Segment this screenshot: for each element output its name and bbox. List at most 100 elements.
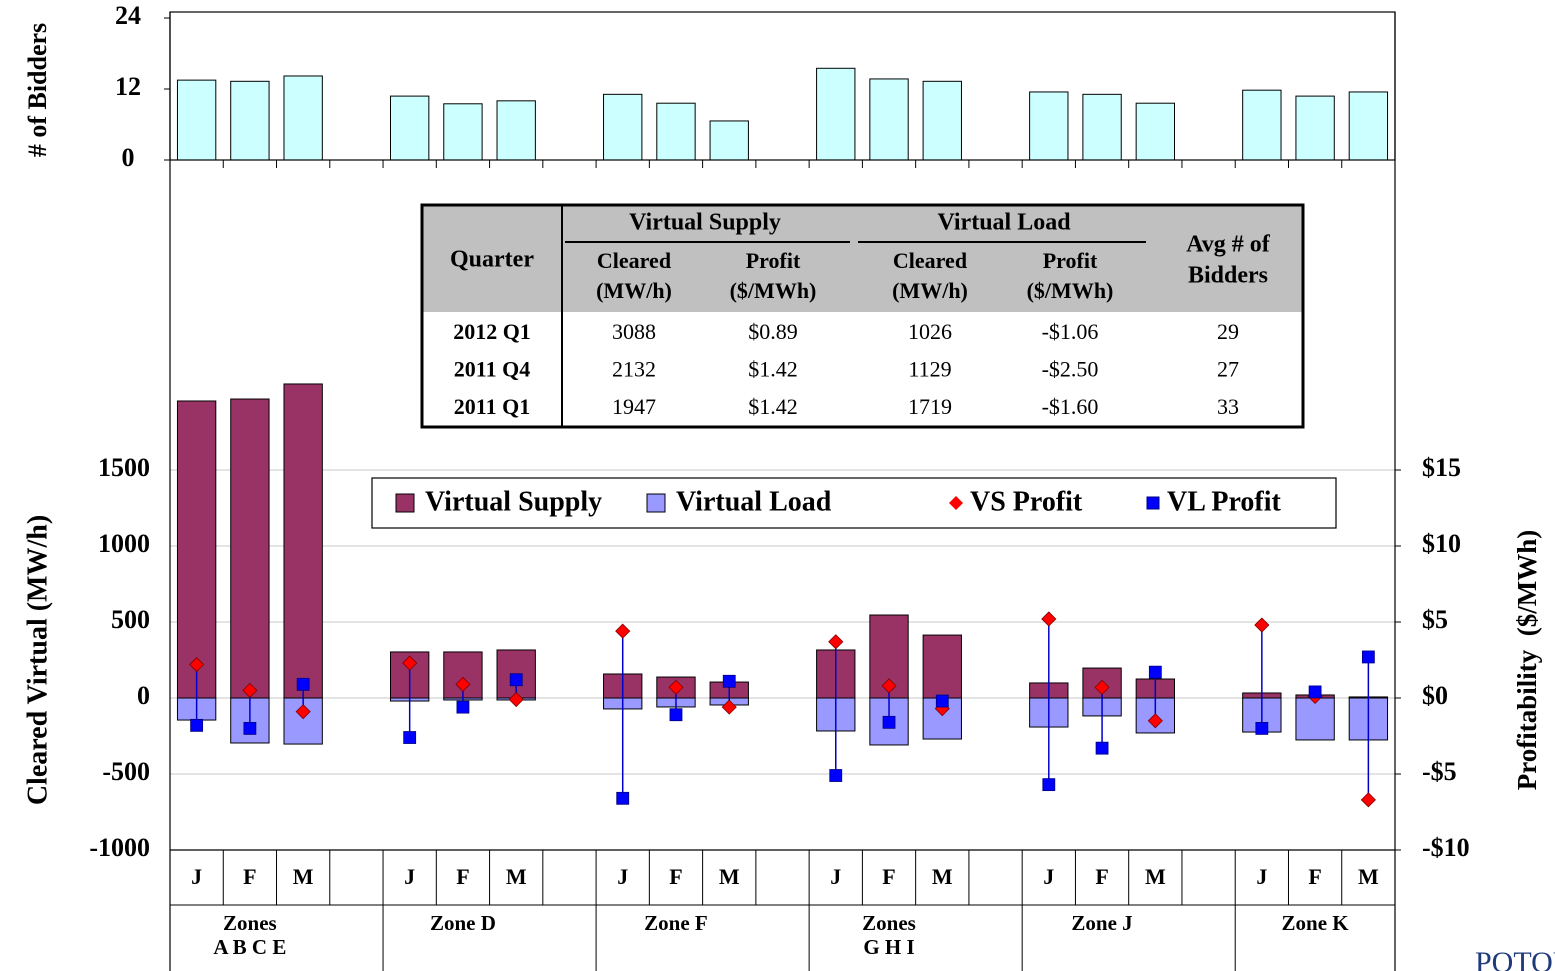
table-body-bg: [422, 312, 1303, 427]
vs-profit-marker: [455, 676, 471, 692]
y-tick-label: 1500: [98, 453, 150, 482]
bidder-bar: [869, 78, 909, 161]
month-label: F: [243, 864, 256, 889]
table-cell: -$2.50: [1042, 357, 1099, 382]
month-label: M: [293, 864, 314, 889]
vl-profit-marker: [296, 677, 310, 691]
table-column-header: Bidders: [1188, 263, 1268, 289]
month-label: J: [830, 864, 841, 889]
y2-tick-label: $5: [1422, 605, 1448, 634]
top-frame: [169, 11, 1396, 161]
bidder-bar: [709, 120, 749, 161]
y-tick-label: 12: [115, 72, 141, 101]
month-label: M: [1145, 864, 1166, 889]
table-cell: 1026: [908, 319, 952, 344]
month-label: J: [191, 864, 202, 889]
table-column-header: (MW/h): [596, 278, 672, 303]
table-column-header: Cleared: [893, 248, 967, 273]
bidder-bar: [230, 80, 270, 161]
legend-box: [371, 477, 1337, 529]
table-border: [420, 203, 1305, 429]
vl-profit-marker: [935, 694, 949, 708]
table-column-header: Profit: [1043, 248, 1098, 273]
month-label: M: [932, 864, 953, 889]
table-cell: 29: [1217, 319, 1239, 344]
table-column-header: (MW/h): [892, 278, 968, 303]
table-column-header: Cleared: [597, 248, 671, 273]
month-label: J: [1043, 864, 1054, 889]
cleared-bar: [176, 400, 217, 699]
table-cell: 3088: [612, 319, 656, 344]
month-label: M: [719, 864, 740, 889]
y2-tick-label: $15: [1422, 453, 1461, 482]
vl-profit-marker: [1255, 722, 1269, 735]
table-cell: 33: [1217, 394, 1239, 419]
y2-tick-label: $0: [1422, 681, 1448, 710]
vs-profit-marker: [1041, 611, 1057, 627]
vl-profit-marker: [1361, 650, 1375, 664]
vl-profit-marker: [669, 708, 683, 722]
month-label: F: [1308, 864, 1321, 889]
cleared-bar: [283, 383, 323, 699]
bidder-bar: [1242, 89, 1282, 161]
vs-profit-marker: [1147, 713, 1163, 729]
vs-profit-marker: [242, 682, 258, 698]
vs-profit-marker: [615, 623, 631, 639]
y-tick-label: -500: [102, 757, 150, 786]
table-cell: 2132: [612, 357, 656, 382]
legend-label: VS Profit: [970, 486, 1083, 517]
bidder-bar: [176, 79, 217, 161]
month-label: M: [506, 864, 527, 889]
table-column-header: ($/MWh): [1027, 278, 1114, 303]
bidder-bar: [1348, 91, 1389, 161]
vs-profit-marker: [1094, 679, 1110, 695]
month-label: F: [669, 864, 682, 889]
table-cell: 1947: [612, 394, 656, 419]
vl-profit-marker: [243, 722, 257, 735]
vs-profit-marker: [721, 699, 737, 715]
y2-tick-label: -$10: [1422, 833, 1470, 862]
vl-profit-marker: [882, 715, 896, 729]
vl-profit-marker: [1308, 685, 1322, 699]
vs-profit-marker: [189, 656, 205, 673]
group-label: Zones: [862, 911, 916, 935]
table-cell: -$1.06: [1042, 319, 1099, 344]
month-label: J: [404, 864, 415, 889]
cleared-bar: [922, 697, 962, 740]
vl-profit-marker: [403, 731, 417, 744]
y-tick-label: 500: [111, 605, 150, 634]
legend-swatch: [1146, 496, 1160, 510]
bidder-bar: [656, 102, 696, 161]
table-column-header: Profit: [746, 248, 801, 273]
cleared-bar: [922, 634, 962, 699]
month-label: F: [456, 864, 469, 889]
vs-profit-marker: [1254, 617, 1270, 633]
vl-profit-marker: [1148, 665, 1162, 679]
table-column-header: ($/MWh): [730, 278, 817, 303]
y-axis-title: # of Bidders: [23, 23, 52, 157]
vs-profit-marker: [668, 679, 684, 695]
vl-profit-marker: [829, 769, 843, 782]
y-tick-label: 24: [115, 1, 141, 30]
group-label: Zone D: [430, 911, 496, 935]
table-cell: -$1.60: [1042, 394, 1099, 419]
y-tick-label: -1000: [89, 833, 150, 862]
vl-profit-marker: [616, 791, 630, 805]
vl-profit-marker: [1042, 778, 1056, 792]
table-cell: $1.42: [748, 394, 798, 419]
cleared-bar: [230, 398, 270, 699]
cleared-bar: [1295, 697, 1335, 741]
month-label: J: [1256, 864, 1267, 889]
y2-tick-label: $10: [1422, 529, 1461, 558]
logo: POTOMAC: [1475, 946, 1555, 971]
group-label: Zones: [223, 911, 277, 935]
month-label: F: [1095, 864, 1108, 889]
table-cell: 1719: [908, 394, 952, 419]
legend-label: Virtual Load: [676, 486, 832, 517]
y2-axis-title: Profitability ($/MWh): [1512, 530, 1542, 790]
vs-profit-marker: [295, 704, 311, 720]
table-cell: $1.42: [748, 357, 798, 382]
bidder-bar: [496, 100, 536, 161]
group-label: Zone F: [644, 911, 708, 935]
table-group-header: Virtual Load: [937, 210, 1071, 236]
